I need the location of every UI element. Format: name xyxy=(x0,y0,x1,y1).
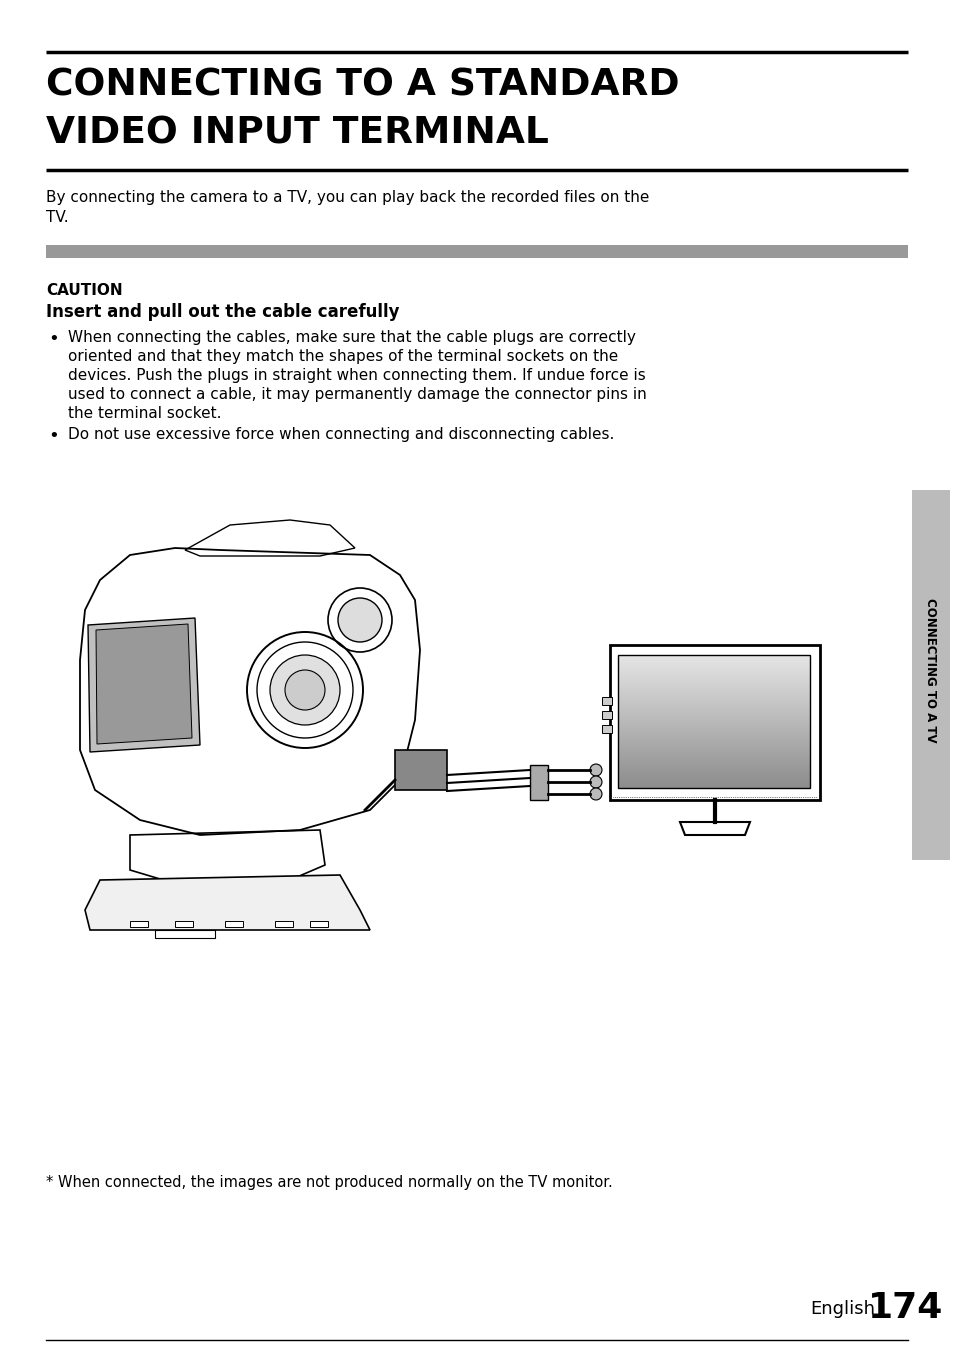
Circle shape xyxy=(589,788,601,801)
Text: Insert and pull out the cable carefully: Insert and pull out the cable carefully xyxy=(46,302,399,321)
Bar xyxy=(225,921,243,927)
Bar xyxy=(618,655,809,788)
Circle shape xyxy=(589,764,601,776)
Bar xyxy=(174,921,193,927)
Polygon shape xyxy=(96,624,192,744)
Circle shape xyxy=(285,670,325,710)
Bar xyxy=(601,711,612,720)
Text: •: • xyxy=(48,427,59,446)
Bar xyxy=(609,645,820,801)
Text: When connecting the cables, make sure that the cable plugs are correctly: When connecting the cables, make sure th… xyxy=(68,329,636,346)
Circle shape xyxy=(270,655,339,725)
Text: •: • xyxy=(48,329,59,348)
Bar xyxy=(46,244,907,258)
Text: * When connected, the images are not produced normally on the TV monitor.: * When connected, the images are not pro… xyxy=(46,1174,612,1189)
Text: By connecting the camera to a TV, you can play back the recorded files on the: By connecting the camera to a TV, you ca… xyxy=(46,190,649,205)
Bar xyxy=(154,930,214,938)
Text: CONNECTING TO A STANDARD: CONNECTING TO A STANDARD xyxy=(46,68,679,104)
Bar xyxy=(310,921,328,927)
Bar xyxy=(601,725,612,733)
Text: Do not use excessive force when connecting and disconnecting cables.: Do not use excessive force when connecti… xyxy=(68,427,614,441)
Text: CONNECTING TO A TV: CONNECTING TO A TV xyxy=(923,598,937,742)
Polygon shape xyxy=(85,875,370,930)
Text: used to connect a cable, it may permanently damage the connector pins in: used to connect a cable, it may permanen… xyxy=(68,387,646,402)
Bar xyxy=(530,765,547,801)
Polygon shape xyxy=(679,822,749,836)
Text: TV.: TV. xyxy=(46,211,69,225)
Text: CAUTION: CAUTION xyxy=(46,284,123,298)
Bar xyxy=(395,751,447,790)
Text: oriented and that they match the shapes of the terminal sockets on the: oriented and that they match the shapes … xyxy=(68,350,618,365)
Text: the terminal socket.: the terminal socket. xyxy=(68,406,221,421)
Bar xyxy=(601,697,612,705)
Bar xyxy=(911,490,949,860)
Bar xyxy=(130,921,148,927)
Text: English: English xyxy=(809,1300,874,1318)
Text: devices. Push the plugs in straight when connecting them. If undue force is: devices. Push the plugs in straight when… xyxy=(68,369,645,383)
Circle shape xyxy=(589,776,601,788)
Polygon shape xyxy=(88,618,200,752)
Text: VIDEO INPUT TERMINAL: VIDEO INPUT TERMINAL xyxy=(46,115,548,151)
Text: 174: 174 xyxy=(867,1291,943,1324)
Circle shape xyxy=(337,598,381,643)
Bar xyxy=(274,921,293,927)
